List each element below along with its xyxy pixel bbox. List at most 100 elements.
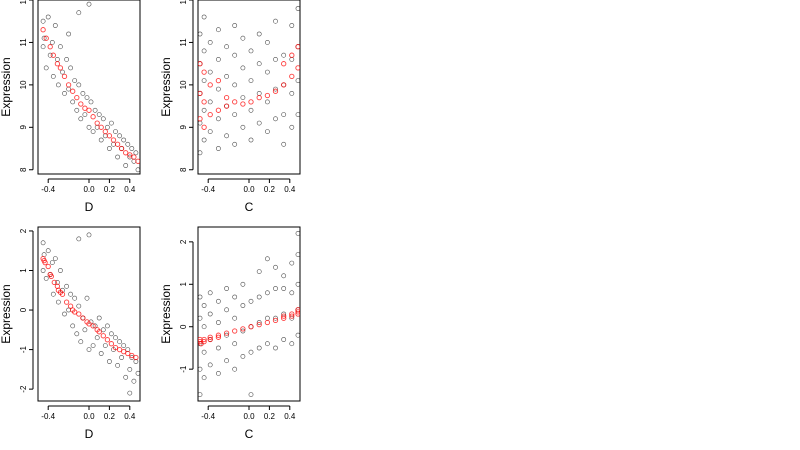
observed-point — [121, 137, 127, 143]
observed-point — [224, 307, 229, 313]
x-tick-label: 0.4 — [124, 412, 136, 421]
observed-point — [224, 286, 229, 291]
fitted-point — [45, 263, 51, 270]
fitted-point — [215, 334, 222, 340]
observed-point — [52, 23, 58, 28]
observed-point — [240, 328, 246, 334]
fitted-point — [59, 291, 66, 297]
fitted-point — [215, 77, 222, 84]
observed-point — [198, 294, 203, 300]
observed-point — [119, 355, 124, 360]
observed-point — [281, 52, 287, 58]
fitted-point — [207, 82, 213, 88]
fitted-point — [289, 311, 295, 317]
fitted-point — [223, 330, 230, 336]
fitted-point — [94, 120, 100, 126]
points-group — [40, 1, 140, 173]
observed-point — [281, 141, 287, 147]
panel-bottom-right: -0.4 0.0 0.2 0.4 C -1 0 1 2 Expression — [159, 226, 301, 441]
fitted-point — [43, 35, 49, 41]
y-tick-label: 11 — [19, 38, 28, 47]
y-tick-label: -1 — [19, 345, 28, 353]
observed-point — [198, 366, 203, 372]
observed-point — [215, 146, 221, 151]
plot-frame — [37, 0, 141, 175]
observed-point — [60, 69, 65, 75]
fitted-point — [198, 61, 203, 67]
x-tick-label: 0.4 — [284, 412, 296, 421]
observed-point — [96, 315, 102, 321]
x-tick-label: 0.2 — [264, 185, 276, 194]
observed-point — [232, 294, 238, 300]
observed-point — [240, 353, 246, 359]
observed-point — [273, 345, 278, 351]
x-tick-label: -0.4 — [41, 185, 55, 194]
observed-point — [264, 256, 270, 262]
observed-point — [43, 275, 49, 281]
observed-point — [66, 86, 71, 92]
observed-point — [201, 107, 207, 113]
fitted-point — [248, 324, 254, 330]
fitted-point — [215, 107, 222, 113]
observed-point — [264, 315, 270, 321]
observed-point — [232, 112, 238, 117]
fitted-point — [232, 99, 238, 105]
observed-point — [84, 295, 90, 301]
fitted-point — [98, 124, 104, 130]
plot-frame — [37, 226, 141, 402]
fitted-point — [295, 65, 300, 71]
observed-point — [264, 341, 270, 347]
x-tick-label: 0.2 — [104, 185, 116, 194]
observed-point — [224, 358, 229, 364]
fitted-point — [264, 92, 271, 99]
observed-point — [273, 86, 278, 92]
observed-point — [131, 378, 137, 384]
observed-point — [295, 112, 300, 117]
y-tick-label: 8 — [179, 167, 188, 172]
observed-point — [47, 52, 53, 58]
observed-point — [62, 311, 67, 317]
observed-point — [64, 57, 69, 62]
observed-point — [78, 116, 84, 122]
observed-point — [64, 283, 69, 289]
observed-point — [240, 281, 246, 287]
observed-point — [289, 260, 295, 266]
fitted-point — [42, 259, 48, 266]
observed-point — [125, 141, 131, 147]
observed-point — [198, 120, 203, 126]
observed-point — [232, 341, 238, 347]
observed-point — [50, 74, 56, 79]
observed-point — [201, 375, 207, 381]
fitted-point — [82, 105, 88, 111]
observed-point — [45, 248, 51, 254]
observed-point — [273, 286, 278, 291]
fitted-point — [106, 133, 113, 139]
observed-point — [256, 31, 262, 37]
observed-point — [281, 286, 287, 291]
observed-point — [62, 91, 67, 96]
observed-point — [273, 18, 278, 24]
observed-point — [232, 52, 238, 58]
observed-point — [56, 82, 61, 88]
fitted-point — [133, 354, 139, 361]
observed-point — [105, 323, 110, 329]
observed-point — [66, 31, 71, 37]
observed-point — [92, 107, 98, 113]
y-tick-label: 9 — [179, 125, 188, 130]
observed-point — [121, 343, 127, 348]
fitted-point — [123, 150, 129, 156]
observed-point — [240, 95, 246, 100]
observed-point — [281, 273, 287, 279]
observed-point — [45, 14, 51, 20]
observed-point — [273, 116, 278, 122]
observed-point — [82, 112, 88, 117]
fitted-point — [248, 99, 254, 105]
observed-point — [240, 65, 246, 71]
fitted-point — [90, 114, 96, 120]
observed-point — [41, 35, 47, 41]
fitted-point — [108, 341, 115, 347]
observed-point — [295, 332, 300, 338]
observed-point — [295, 252, 300, 257]
observed-point — [90, 343, 96, 348]
fitted-point — [201, 99, 207, 105]
